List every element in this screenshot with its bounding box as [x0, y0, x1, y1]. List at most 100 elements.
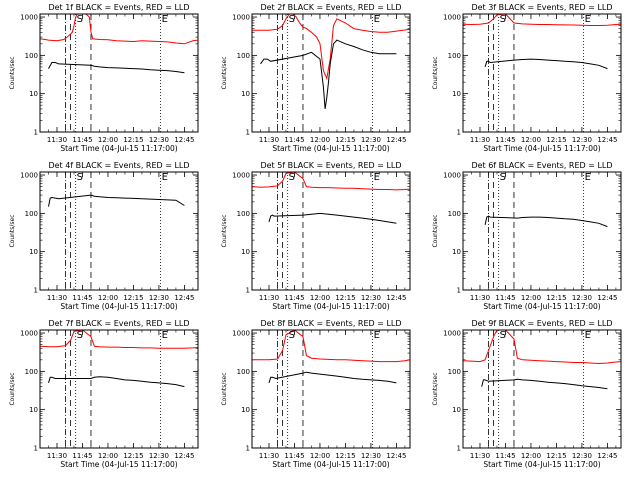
x-tick-label: 11:45	[284, 294, 304, 302]
y-tick-label: 100	[237, 210, 250, 218]
end-marker-label: E	[374, 172, 380, 183]
x-tick-label: 11:30	[470, 136, 490, 144]
x-tick-label: 12:15	[335, 136, 355, 144]
detector-chart: Det 3f BLACK = Events, RED = LLD Counts/s…	[432, 3, 622, 153]
start-marker-label: S	[77, 14, 83, 25]
y-tick-label: 1000	[232, 330, 250, 338]
y-tick-label: 1	[34, 287, 38, 295]
end-marker-label: E	[162, 14, 168, 25]
x-axis-label: Start Time (04-Jul-15 11:17:00)	[483, 460, 600, 469]
plot-frame	[462, 171, 622, 291]
y-tick-label: 1000	[20, 172, 38, 180]
y-tick-label: 10	[29, 248, 38, 256]
x-axis-label: Start Time (04-Jul-15 11:17:00)	[60, 460, 177, 469]
plot-frame	[251, 171, 411, 291]
events-rate-line	[48, 62, 185, 74]
x-axis-label: Start Time (04-Jul-15 11:17:00)	[60, 302, 177, 311]
y-axis-label: Counts/sec	[221, 56, 228, 89]
chart-title: Det 3f BLACK = Events, RED = LLD	[471, 3, 612, 12]
events-rate-line	[484, 58, 608, 70]
y-tick-label: 100	[237, 368, 250, 376]
x-tick-label: 11:30	[470, 452, 490, 460]
x-tick-label: 12:45	[174, 294, 194, 302]
detector-chart: Det 4f BLACK = Events, RED = LLD Counts/s…	[9, 161, 199, 311]
y-axis-label: Counts/sec	[221, 214, 228, 247]
plot-frame	[39, 13, 199, 133]
chart-title: Det 8f BLACK = Events, RED = LLD	[260, 319, 401, 328]
x-axis-label: Start Time (04-Jul-15 11:17:00)	[272, 460, 389, 469]
end-marker-label: E	[374, 330, 380, 341]
y-tick-label: 1000	[232, 172, 250, 180]
x-tick-label: 11:45	[495, 136, 515, 144]
start-marker-label: S	[500, 330, 506, 341]
x-tick-label: 12:30	[361, 452, 381, 460]
chart-title: Det 9f BLACK = Events, RED = LLD	[471, 319, 612, 328]
lld-rate-line	[252, 172, 410, 191]
y-tick-label: 10	[29, 406, 38, 414]
lld-rate-line	[463, 14, 621, 26]
x-tick-label: 12:30	[361, 136, 381, 144]
x-tick-label: 11:30	[47, 294, 67, 302]
x-tick-label: 11:45	[72, 294, 92, 302]
plot-frame	[39, 171, 199, 291]
x-tick-label: 12:30	[149, 294, 169, 302]
start-marker-label: S	[77, 330, 83, 341]
y-tick-label: 100	[25, 368, 38, 376]
detector-chart: Det 8f BLACK = Events, RED = LLD Counts/s…	[221, 319, 411, 469]
y-axis-label: Counts/sec	[9, 56, 16, 89]
x-tick-label: 12:45	[386, 294, 406, 302]
chart-title: Det 1f BLACK = Events, RED = LLD	[48, 3, 189, 12]
detector-chart: Det 2f BLACK = Events, RED = LLD Counts/s…	[221, 3, 411, 153]
x-tick-label: 12:00	[310, 136, 330, 144]
events-rate-line	[268, 212, 397, 224]
start-marker-label: S	[289, 330, 295, 341]
plot-frame	[39, 329, 199, 449]
start-marker-label: S	[500, 14, 506, 25]
end-marker-label: E	[585, 330, 591, 341]
y-tick-label: 100	[448, 368, 461, 376]
y-tick-label: 1	[34, 129, 38, 137]
x-tick-label: 12:15	[546, 294, 566, 302]
x-tick-label: 12:30	[572, 294, 592, 302]
x-axis-label: Start Time (04-Jul-15 11:17:00)	[60, 144, 177, 153]
x-tick-label: 12:30	[572, 136, 592, 144]
x-tick-label: 11:45	[284, 136, 304, 144]
x-tick-label: 12:45	[386, 136, 406, 144]
y-tick-label: 1000	[20, 14, 38, 22]
events-rate-line	[481, 378, 608, 390]
y-tick-label: 100	[448, 52, 461, 60]
y-tick-label: 1	[457, 287, 461, 295]
y-axis-label: Counts/sec	[9, 214, 16, 247]
y-tick-label: 10	[452, 406, 461, 414]
y-tick-label: 1	[246, 287, 250, 295]
y-tick-label: 1	[246, 445, 250, 453]
y-tick-label: 10	[29, 90, 38, 98]
chart-title: Det 7f BLACK = Events, RED = LLD	[48, 319, 189, 328]
y-axis-label: Counts/sec	[9, 372, 16, 405]
y-tick-label: 1000	[232, 14, 250, 22]
y-tick-label: 10	[241, 90, 250, 98]
x-tick-label: 11:45	[495, 452, 515, 460]
y-tick-label: 100	[448, 210, 461, 218]
chart-title: Det 5f BLACK = Events, RED = LLD	[260, 161, 401, 170]
x-tick-label: 12:45	[174, 136, 194, 144]
events-rate-line	[48, 376, 185, 388]
events-rate-line	[48, 194, 185, 207]
end-marker-label: E	[162, 330, 168, 341]
y-tick-label: 1	[246, 129, 250, 137]
x-tick-label: 11:30	[47, 452, 67, 460]
y-tick-label: 10	[241, 406, 250, 414]
events-rate-line	[268, 371, 397, 384]
y-axis-label: Counts/sec	[221, 372, 228, 405]
x-tick-label: 12:30	[149, 452, 169, 460]
y-axis-label: Counts/sec	[432, 372, 439, 405]
x-tick-label: 12:00	[98, 136, 118, 144]
lld-rate-line	[252, 14, 410, 81]
x-tick-label: 12:15	[335, 294, 355, 302]
x-tick-label: 12:15	[546, 452, 566, 460]
x-tick-label: 12:30	[572, 452, 592, 460]
x-axis-label: Start Time (04-Jul-15 11:17:00)	[483, 302, 600, 311]
x-tick-label: 12:00	[98, 294, 118, 302]
x-tick-label: 11:30	[259, 136, 279, 144]
chart-title: Det 6f BLACK = Events, RED = LLD	[471, 161, 612, 170]
